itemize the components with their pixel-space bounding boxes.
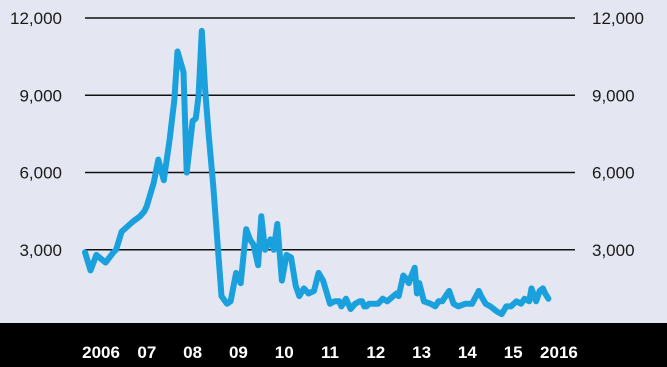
y-tick-label-left: 6,000 <box>19 164 62 183</box>
series-line <box>82 27 552 318</box>
y-axis-right: 3,000 6,000 9,000 12,000 <box>592 9 644 260</box>
y-tick-label-left: 9,000 <box>19 86 62 105</box>
x-tick-label: 09 <box>229 343 248 362</box>
x-tick-label: 2016 <box>540 343 578 362</box>
x-tick-label: 12 <box>366 343 385 362</box>
x-axis: 2006 07 08 09 10 11 12 13 14 15 2016 <box>82 343 578 362</box>
y-tick-label-left: 3,000 <box>19 241 62 260</box>
x-axis-band <box>0 323 667 367</box>
y-tick-label-left: 12,000 <box>10 9 62 28</box>
x-tick-label: 13 <box>412 343 431 362</box>
x-tick-label: 15 <box>504 343 523 362</box>
y-tick-label-right: 6,000 <box>592 164 635 183</box>
x-tick-label: 11 <box>321 343 339 362</box>
y-tick-label-right: 9,000 <box>592 86 635 105</box>
x-tick-label: 07 <box>137 343 156 362</box>
x-tick-label: 14 <box>458 343 477 362</box>
y-axis-left: 3,000 6,000 9,000 12,000 <box>10 9 62 260</box>
y-tick-label-right: 12,000 <box>592 9 644 28</box>
x-tick-label: 10 <box>275 343 294 362</box>
series-layer <box>82 27 552 318</box>
x-tick-label: 2006 <box>82 343 120 362</box>
x-tick-label: 08 <box>183 343 202 362</box>
y-tick-label-right: 3,000 <box>592 241 635 260</box>
